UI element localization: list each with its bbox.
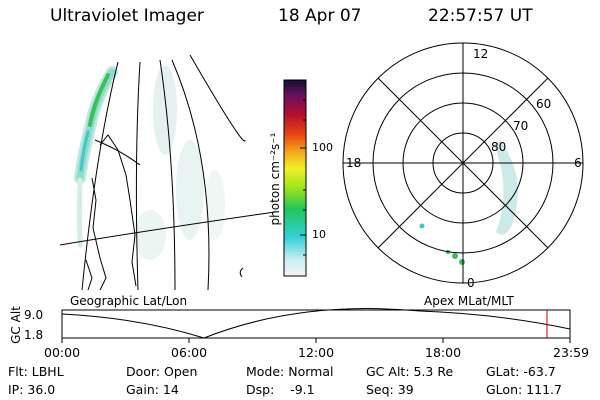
altitude-plot	[61, 308, 571, 343]
mlt-label-12: 12	[473, 47, 489, 61]
mlt-label-0: 0	[467, 276, 475, 290]
mlat-label-60: 60	[536, 97, 552, 111]
colorbar	[283, 79, 307, 277]
colorbar-label: photon cm⁻²s⁻¹	[268, 132, 282, 226]
coastline	[85, 134, 244, 290]
instrument-title: Ultraviolet Imager	[50, 6, 204, 26]
status-glon: GLon: 111.7	[486, 382, 562, 397]
lat-lon-grid	[60, 54, 275, 290]
colorbar-tick-100: 100	[312, 141, 333, 154]
xtick-2359: 23:59	[553, 345, 590, 360]
xtick-1800: 18:00	[425, 345, 462, 360]
status-seq: Seq: 39	[366, 382, 414, 397]
status-mode: Mode: Normal	[246, 364, 334, 379]
apex-caption: Apex MLat/MLT	[424, 294, 514, 308]
geographic-map-panel	[60, 54, 275, 290]
auroral-arc	[74, 66, 118, 248]
mlat-label-80: 80	[491, 140, 507, 154]
status-gc-alt: GC Alt: 5.3 Re	[366, 364, 454, 379]
altitude-ylabel: GC Alt	[9, 306, 23, 344]
colorbar-ticks	[300, 99, 306, 256]
altitude-ymin: 1.8	[24, 328, 44, 342]
polar-plot	[342, 42, 584, 284]
xtick-0600: 06:00	[171, 345, 208, 360]
mlt-label-6: 6	[574, 156, 582, 170]
faint-auroral-emission	[134, 65, 225, 260]
status-glat: GLat: -63.7	[486, 364, 556, 379]
status-filter: Flt: LBHL	[8, 364, 64, 379]
status-dsp: Dsp: -9.1	[246, 382, 315, 397]
geographic-caption: Geographic Lat/Lon	[70, 294, 188, 308]
altitude-curve	[61, 308, 571, 339]
mlat-label-70: 70	[513, 119, 529, 133]
date-label: 18 Apr 07	[278, 6, 362, 26]
mlt-label-18: 18	[346, 156, 362, 170]
xtick-1200: 12:00	[298, 345, 335, 360]
colorbar-tick-10: 10	[312, 228, 326, 241]
status-ip: IP: 36.0	[8, 382, 56, 397]
status-gain: Gain: 14	[126, 382, 179, 397]
time-label: 22:57:57 UT	[428, 6, 533, 26]
xtick-0000: 00:00	[44, 345, 81, 360]
altitude-ymax: 9.0	[24, 308, 44, 322]
status-door: Door: Open	[126, 364, 198, 379]
